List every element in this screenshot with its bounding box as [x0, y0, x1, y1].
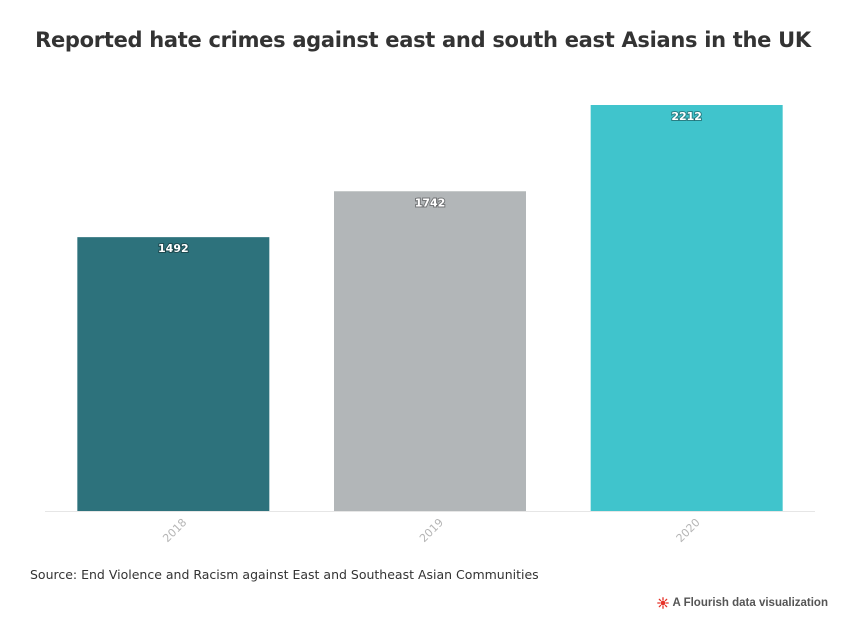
flourish-logo-icon [656, 597, 669, 609]
bar-2020[interactable] [590, 105, 783, 511]
flourish-credit-label: A Flourish data visualization [672, 597, 829, 609]
x-tick-label-2018: 2018 [160, 516, 189, 545]
x-tick-label-2019: 2019 [417, 516, 446, 545]
data-label-2020: 2212 [671, 110, 702, 123]
data-labels-group: 1492 1742 2212 [157, 109, 703, 256]
flourish-credit-link[interactable]: A Flourish data visualization [656, 597, 829, 609]
x-tick-labels-group: 2018 2019 2020 [160, 516, 702, 545]
source-note: Source: End Violence and Racism against … [30, 567, 539, 582]
data-label-2018: 1492 [158, 242, 189, 255]
bar-chart: 1492 1742 2212 2018 2019 2020 [45, 105, 815, 545]
chart-title: Reported hate crimes against east and so… [35, 28, 811, 52]
x-tick-label-2020: 2020 [674, 516, 703, 545]
bar-2018[interactable] [77, 237, 270, 511]
bars-group [77, 105, 783, 512]
data-label-2019: 1742 [415, 196, 446, 209]
bar-2019[interactable] [334, 191, 526, 512]
